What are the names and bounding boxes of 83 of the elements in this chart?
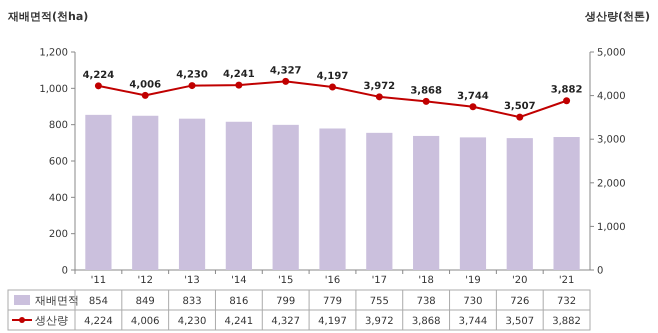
point: [563, 97, 570, 104]
data-label: 4,006: [130, 316, 160, 327]
data-label: 4,197: [318, 316, 347, 327]
data-label: 3,882: [552, 316, 581, 327]
text: 4,006: [129, 79, 162, 90]
text: 3,507: [504, 101, 536, 112]
data-label: 854: [88, 296, 108, 307]
y-tick-label: 1,200: [39, 48, 68, 58]
legend-label: 재배면적: [35, 294, 79, 307]
text: 4,230: [176, 70, 208, 81]
point: [282, 78, 290, 85]
y-tick-label: 400: [48, 192, 68, 204]
text: 4,224: [82, 70, 114, 81]
data-label: 732: [557, 296, 576, 307]
y-axis-title: 재배면적(천ha): [7, 10, 88, 23]
bar: [319, 128, 346, 270]
data-label: 816: [229, 296, 248, 307]
text: 3,744: [457, 90, 489, 102]
y2-tick-label: 3,000: [597, 134, 626, 146]
y2-tick-label: 5,000: [597, 48, 626, 58]
x-tick-label: '21: [558, 275, 574, 286]
bar: [366, 132, 392, 270]
data-label: 4,224: [84, 316, 113, 327]
x-tick-label: '17: [372, 275, 388, 286]
data-label: 833: [182, 296, 202, 307]
data-label: 3,972: [365, 316, 394, 327]
y-tick-label: 1,000: [39, 84, 68, 95]
y2-tick-label: 1,000: [597, 222, 626, 233]
data-label: 755: [370, 296, 389, 307]
point: [422, 98, 430, 105]
y-tick-label: 800: [48, 120, 68, 132]
x-tick-label: '13: [184, 275, 200, 286]
bar: [85, 114, 112, 270]
text: 3,868: [410, 85, 442, 96]
bar: [413, 136, 440, 270]
bar: [178, 118, 206, 270]
data-label: 4,230: [178, 316, 206, 327]
point: [516, 114, 524, 121]
point: [94, 82, 102, 90]
y-tick-label: 200: [48, 229, 68, 240]
y2-axis-title: 생산량(천톤): [584, 10, 650, 23]
x-tick-label: '20: [512, 275, 528, 286]
data-label: 4,241: [224, 316, 254, 327]
point: [142, 92, 149, 99]
point: [469, 103, 476, 110]
text: 4,197: [316, 71, 348, 82]
data-label: 3,744: [458, 316, 488, 327]
bar: [553, 137, 580, 270]
x-tick-label: '19: [465, 275, 481, 286]
x-tick-label: '12: [137, 275, 153, 286]
data-label: 4,327: [271, 316, 300, 327]
bar: [506, 138, 533, 270]
data-label: 3,507: [505, 316, 534, 327]
data-label: 799: [276, 296, 296, 307]
y-tick-label: 600: [48, 156, 68, 168]
data-label: 3,868: [412, 316, 440, 327]
data-label: 779: [322, 296, 342, 307]
point: [329, 84, 336, 91]
x-tick-label: '15: [278, 275, 294, 286]
data-label: 730: [463, 296, 482, 307]
text: 4,327: [270, 65, 302, 76]
data-label: 849: [136, 296, 155, 307]
legend-label: 생산량: [35, 314, 68, 327]
y-tick-label: 0: [62, 266, 68, 276]
bar: [132, 116, 158, 270]
point: [376, 93, 383, 100]
text: 4,241: [223, 69, 255, 80]
x-tick-label: '18: [418, 275, 434, 286]
bar: [460, 137, 486, 270]
x-tick-label: '16: [324, 275, 340, 286]
text: 3,972: [364, 80, 396, 92]
x-tick-label: '11: [90, 275, 106, 286]
y2-tick-label: 4,000: [597, 91, 626, 102]
text: 3,882: [550, 84, 582, 96]
point: [188, 82, 196, 90]
data-label: 726: [510, 296, 530, 307]
point: [235, 82, 242, 89]
x-tick-label: '14: [231, 275, 247, 286]
y2-tick-label: 0: [597, 266, 604, 276]
bar: [272, 124, 299, 270]
bar: [226, 122, 252, 270]
data-label: 738: [416, 296, 436, 307]
y2-tick-label: 2,000: [597, 178, 626, 190]
